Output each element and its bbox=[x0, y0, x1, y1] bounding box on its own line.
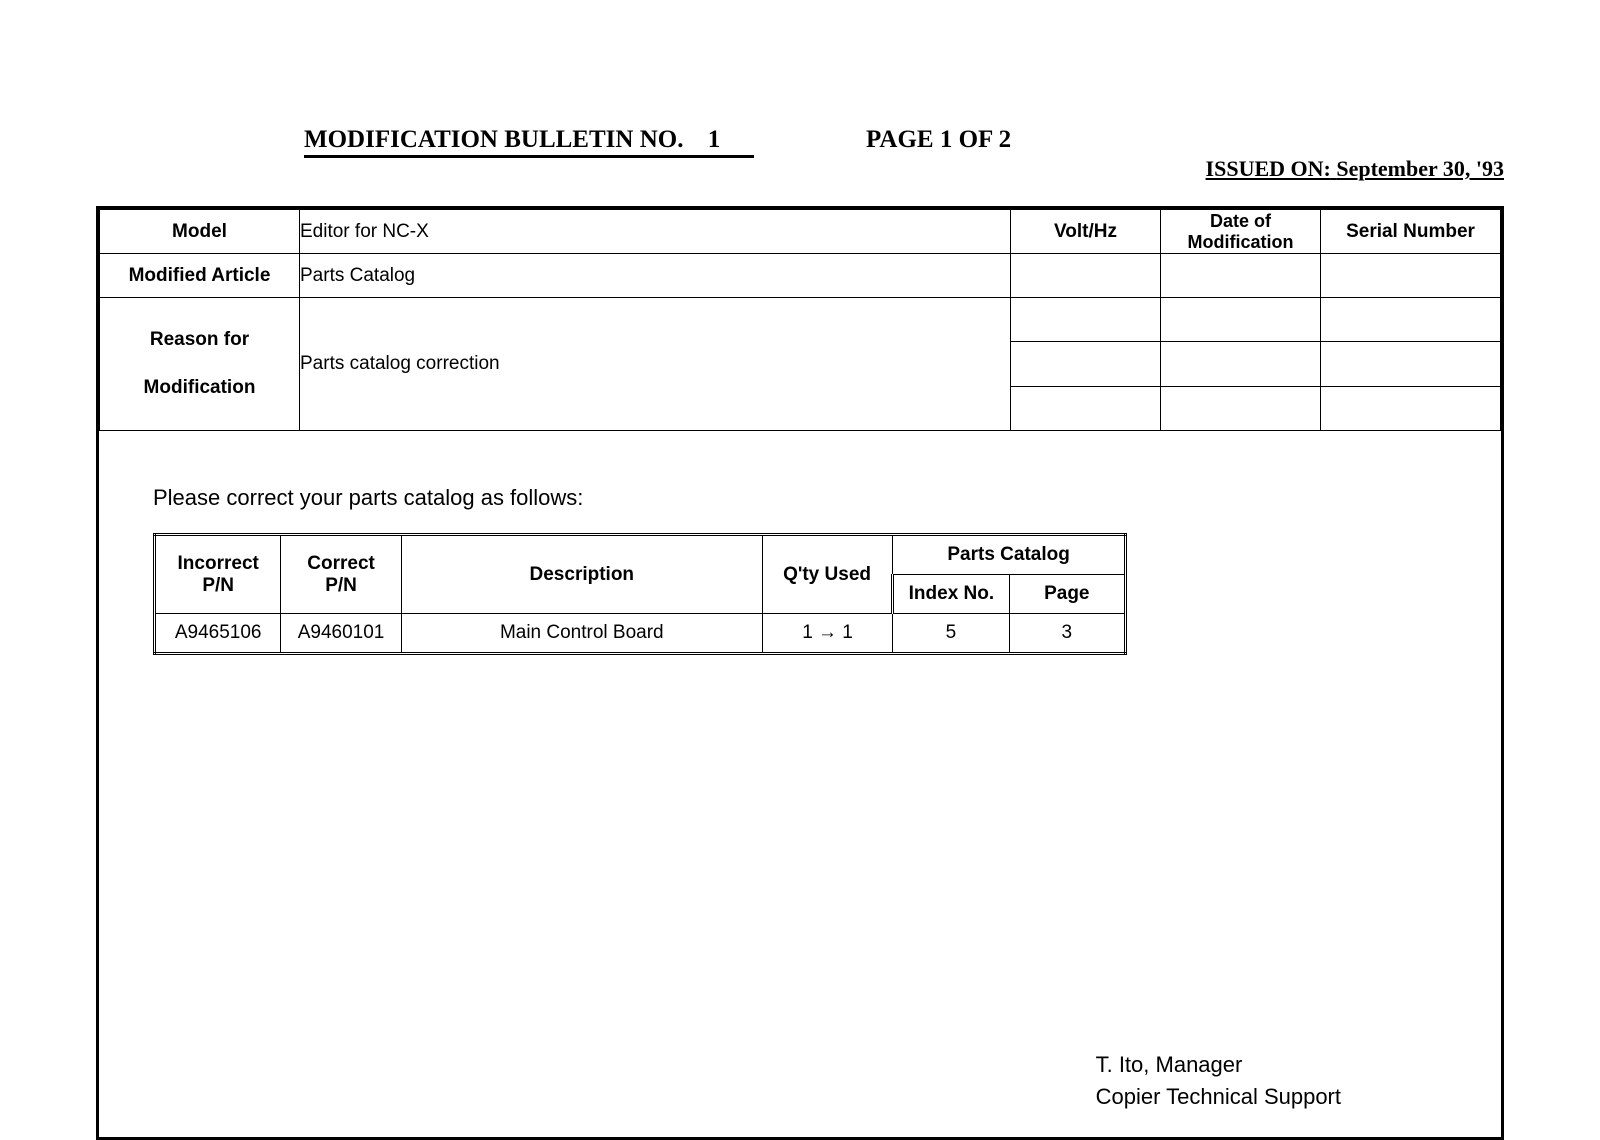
info-label-model: Model bbox=[100, 210, 300, 254]
pc-correct: A9460101 bbox=[281, 614, 401, 654]
pc-page: 3 bbox=[1009, 614, 1125, 654]
cell-dom-2 bbox=[1161, 298, 1321, 342]
cell-volthz-3 bbox=[1011, 342, 1161, 386]
info-col-volt-hz: Volt/Hz bbox=[1011, 210, 1161, 254]
cell-dom-4 bbox=[1161, 386, 1321, 430]
cell-volthz-2 bbox=[1011, 298, 1161, 342]
signature-block: T. Ito, Manager Copier Technical Support bbox=[1096, 1049, 1341, 1113]
info-col-date-of-mod: Date of Modification bbox=[1161, 210, 1321, 254]
pc-col-parts-catalog: Parts Catalog bbox=[893, 535, 1126, 575]
pc-col-qty: Q'ty Used bbox=[762, 535, 892, 614]
cell-ser-4 bbox=[1321, 386, 1501, 430]
issued-on: ISSUED ON: September 30, '93 bbox=[1206, 156, 1504, 182]
issued-label: ISSUED ON: bbox=[1206, 156, 1331, 181]
info-value-modified-article: Parts Catalog bbox=[300, 254, 1011, 298]
pc-col-incorrect: Incorrect P/N bbox=[155, 535, 281, 614]
pc-col-index-no: Index No. bbox=[893, 575, 1009, 614]
info-table: Model Editor for NC-X Volt/Hz Date of Mo… bbox=[99, 209, 1501, 431]
signature-name: T. Ito, Manager bbox=[1096, 1049, 1341, 1081]
pc-incorrect: A9465106 bbox=[155, 614, 281, 654]
pc-col-description: Description bbox=[401, 535, 762, 614]
parts-correction-table: Incorrect P/N Correct P/N Description Q'… bbox=[153, 533, 1127, 655]
pc-col-page: Page bbox=[1009, 575, 1125, 614]
pc-qty: 1 → 1 bbox=[762, 614, 892, 654]
cell-volthz-4 bbox=[1011, 386, 1161, 430]
document-frame: Model Editor for NC-X Volt/Hz Date of Mo… bbox=[96, 206, 1504, 1140]
header-title-label: MODIFICATION BULLETIN NO. bbox=[304, 126, 683, 153]
issued-date: September 30, '93 bbox=[1336, 156, 1504, 181]
reason-label-l2: Modification bbox=[100, 377, 299, 399]
date-of-mod-l1: Date of bbox=[1210, 211, 1271, 231]
date-of-mod-l2: Modification bbox=[1188, 232, 1294, 252]
page-indicator: PAGE 1 OF 2 bbox=[866, 126, 1011, 154]
table-row: A9465106 A9460101 Main Control Board 1 →… bbox=[155, 614, 1126, 654]
reason-label-l1: Reason for bbox=[100, 329, 299, 351]
pc-col-correct: Correct P/N bbox=[281, 535, 401, 614]
body-area: Please correct your parts catalog as fol… bbox=[99, 431, 1501, 1137]
cell-ser-3 bbox=[1321, 342, 1501, 386]
document-header: MODIFICATION BULLETIN NO. 1 PAGE 1 OF 2 … bbox=[96, 126, 1504, 158]
info-col-serial-number: Serial Number bbox=[1321, 210, 1501, 254]
cell-dom-3 bbox=[1161, 342, 1321, 386]
cell-ser-1 bbox=[1321, 254, 1501, 298]
info-value-model: Editor for NC-X bbox=[300, 210, 1011, 254]
instruction-text: Please correct your parts catalog as fol… bbox=[153, 485, 1447, 511]
bulletin-number: 1 bbox=[708, 126, 721, 154]
pc-description: Main Control Board bbox=[401, 614, 762, 654]
cell-ser-2 bbox=[1321, 298, 1501, 342]
info-label-reason: Reason for Modification bbox=[100, 298, 300, 431]
cell-volthz-1 bbox=[1011, 254, 1161, 298]
signature-dept: Copier Technical Support bbox=[1096, 1081, 1341, 1113]
info-label-modified-article: Modified Article bbox=[100, 254, 300, 298]
info-value-reason: Parts catalog correction bbox=[300, 298, 1011, 431]
cell-dom-1 bbox=[1161, 254, 1321, 298]
pc-index-no: 5 bbox=[893, 614, 1009, 654]
